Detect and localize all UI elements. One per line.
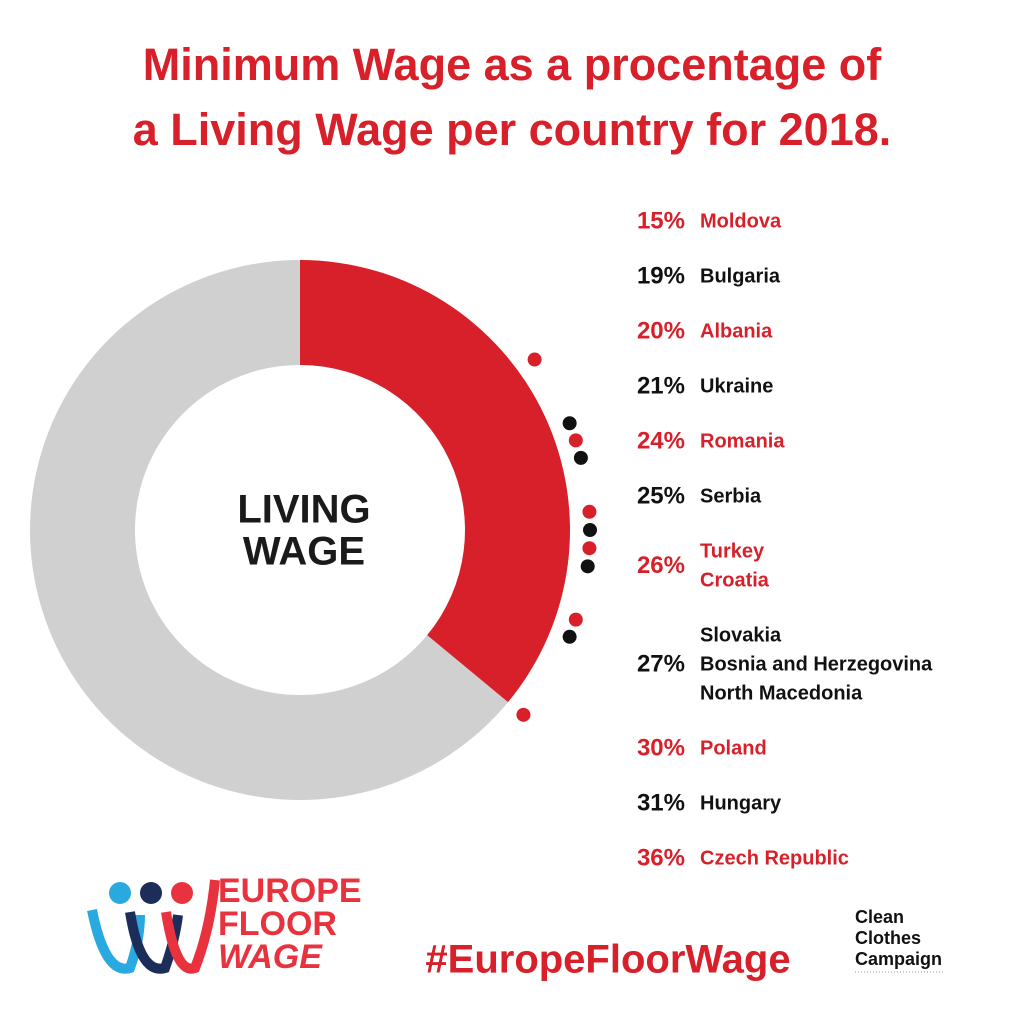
center-label: WAGE (243, 530, 365, 574)
value-label: 26% (637, 552, 685, 579)
value-dot (582, 541, 597, 556)
value-label: 27% (637, 650, 685, 677)
value-dot (583, 523, 597, 537)
country-label: Czech Republic (700, 847, 849, 869)
country-label: Hungary (700, 792, 782, 814)
country-label: Turkey (700, 540, 765, 562)
value-label: 25% (637, 482, 685, 509)
chart-title: Minimum Wage as a procentage of (143, 39, 882, 90)
logo-text: WAGE (218, 938, 323, 976)
value-label: 19% (637, 262, 685, 289)
value-label: 24% (637, 427, 685, 454)
country-label: Serbia (700, 485, 762, 507)
value-label: 21% (637, 372, 685, 399)
value-arc (300, 260, 570, 703)
country-label: Albania (700, 320, 773, 342)
country-label: Bulgaria (700, 265, 781, 287)
value-dot (568, 612, 583, 627)
value-label: 36% (637, 844, 685, 871)
center-label: LIVING (237, 488, 370, 532)
value-dot (527, 352, 542, 367)
value-dot (562, 629, 577, 644)
partner-text: Clean (855, 907, 904, 927)
value-dot (580, 559, 595, 574)
value-label: 30% (637, 734, 685, 761)
country-label: Moldova (700, 210, 782, 232)
country-label: Bosnia and Herzegovina (700, 653, 933, 675)
country-label: Ukraine (700, 375, 773, 397)
track-arc (30, 260, 509, 800)
country-label: Croatia (700, 569, 770, 591)
country-label: North Macedonia (700, 682, 863, 704)
value-dot (568, 433, 583, 448)
logo-icon (87, 879, 220, 974)
country-label: Slovakia (700, 624, 782, 646)
value-dot (562, 416, 577, 431)
partner-text: Clothes (855, 928, 921, 948)
value-label: 15% (637, 207, 685, 234)
value-dot (573, 450, 588, 465)
logo-text: FLOOR (218, 905, 337, 943)
country-label: Poland (700, 737, 767, 759)
value-dot (582, 504, 597, 519)
country-label: Romania (700, 430, 785, 452)
value-label: 20% (637, 317, 685, 344)
hashtag: #EuropeFloorWage (425, 938, 790, 982)
chart-title: a Living Wage per country for 2018. (133, 104, 892, 155)
value-dot (516, 707, 531, 722)
partner-text: Campaign (855, 949, 942, 969)
logo-text: EUROPE (218, 872, 362, 910)
value-label: 31% (637, 789, 685, 816)
